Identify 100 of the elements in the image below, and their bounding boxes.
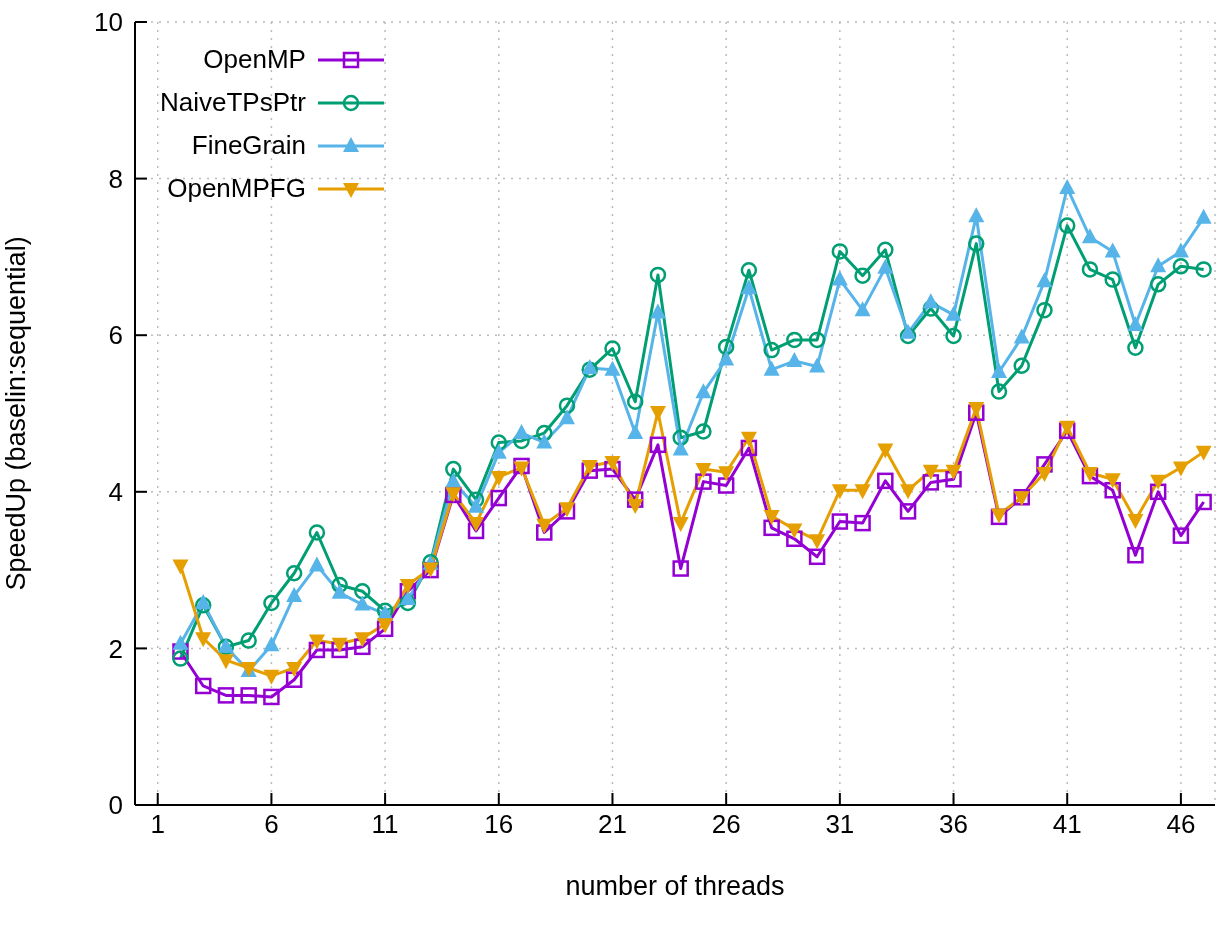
point — [649, 405, 666, 421]
point — [285, 671, 303, 688]
point — [194, 677, 212, 695]
point — [899, 503, 917, 520]
point — [991, 363, 1007, 378]
x-tick-label: 31 — [825, 809, 855, 840]
point — [399, 582, 417, 600]
point — [1195, 493, 1212, 511]
point — [263, 594, 280, 612]
point — [445, 460, 462, 478]
point — [695, 383, 712, 399]
point — [1036, 272, 1053, 288]
point — [513, 461, 530, 477]
x-tick-label: 6 — [264, 809, 279, 840]
point — [308, 641, 326, 659]
point — [308, 634, 325, 650]
x-tick-label: 26 — [711, 809, 741, 840]
x-tick-label: 11 — [371, 809, 399, 840]
point — [922, 293, 939, 309]
point — [740, 431, 757, 447]
point — [1081, 261, 1099, 278]
point — [1104, 481, 1121, 499]
point — [490, 434, 508, 451]
point — [877, 472, 894, 490]
y-tick-label: 0 — [108, 790, 123, 821]
point — [217, 654, 234, 670]
point — [263, 688, 280, 706]
point — [649, 303, 666, 319]
point — [468, 517, 485, 533]
point — [172, 559, 189, 575]
point — [626, 393, 644, 411]
point — [786, 331, 803, 349]
point — [308, 524, 326, 541]
point — [604, 340, 621, 357]
point — [854, 301, 871, 317]
point — [286, 661, 303, 677]
point — [1172, 258, 1190, 275]
point — [1149, 483, 1167, 501]
point — [604, 460, 621, 478]
point — [581, 459, 598, 475]
point — [263, 636, 280, 652]
point — [195, 632, 212, 648]
point — [513, 457, 530, 475]
point — [786, 530, 803, 548]
point — [399, 578, 416, 594]
point — [854, 267, 871, 284]
point — [240, 687, 257, 704]
point — [740, 279, 757, 295]
point — [695, 463, 712, 479]
point — [831, 484, 848, 500]
point — [763, 510, 780, 526]
point — [808, 331, 826, 349]
point — [922, 300, 940, 317]
x-tick-label: 36 — [939, 809, 968, 840]
point — [581, 462, 598, 479]
point — [1104, 473, 1121, 489]
point — [740, 261, 758, 279]
point — [718, 466, 735, 482]
point — [1195, 261, 1212, 278]
point — [490, 443, 507, 459]
point — [490, 470, 507, 486]
point — [945, 471, 962, 488]
point — [717, 338, 735, 356]
point — [945, 327, 962, 345]
point — [740, 439, 758, 457]
point — [786, 352, 803, 368]
point — [1013, 357, 1030, 374]
point — [1172, 461, 1189, 477]
point — [399, 590, 416, 606]
point — [900, 323, 917, 339]
point — [467, 522, 485, 540]
point — [877, 258, 894, 274]
point — [354, 638, 371, 656]
point — [354, 632, 371, 648]
y-tick-label: 4 — [108, 477, 123, 508]
point — [672, 440, 689, 456]
point — [1195, 208, 1212, 224]
point — [1036, 467, 1053, 483]
point — [559, 409, 575, 425]
point — [377, 618, 394, 634]
point — [763, 519, 780, 537]
legend-label: NaiveTPsPtr — [160, 87, 306, 118]
point — [1036, 456, 1053, 473]
x-tick-label: 41 — [1052, 809, 1082, 840]
point — [1081, 228, 1098, 244]
y-tick-label: 8 — [108, 163, 123, 194]
point — [1195, 445, 1212, 461]
point — [1150, 257, 1167, 273]
point — [695, 473, 712, 490]
point — [399, 594, 417, 612]
point — [717, 477, 735, 494]
point — [877, 443, 894, 459]
point — [536, 424, 553, 442]
point — [1150, 474, 1167, 490]
point — [763, 341, 780, 359]
point — [831, 243, 849, 260]
point — [331, 641, 348, 659]
point — [672, 560, 689, 577]
point — [194, 597, 212, 614]
point — [468, 497, 485, 513]
